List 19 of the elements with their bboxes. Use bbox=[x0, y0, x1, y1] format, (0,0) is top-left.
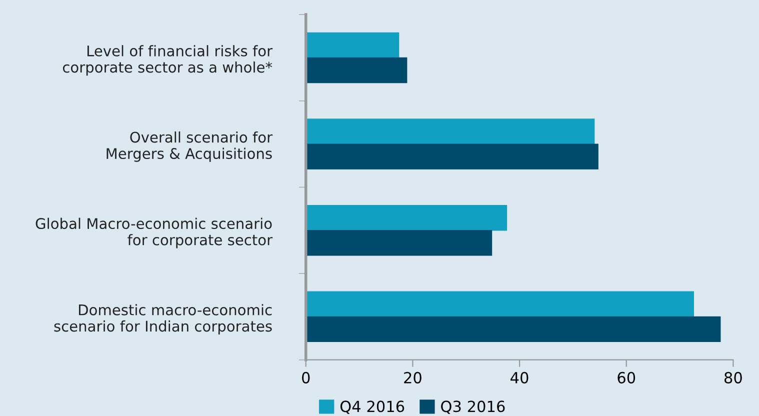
bar bbox=[306, 118, 595, 144]
legend-label: Q3 2016 bbox=[441, 400, 505, 414]
bar bbox=[306, 230, 492, 256]
bar bbox=[306, 32, 400, 58]
bar bbox=[306, 57, 408, 84]
x-tick-label: 20 bbox=[404, 372, 422, 384]
y-tick-label: Global Macro-economic scenario for corporate sector bbox=[36, 218, 273, 248]
bar bbox=[306, 144, 598, 170]
y-tick-label: Domestic macro-economic scenario for Indian corporates bbox=[54, 304, 272, 335]
bar bbox=[306, 204, 508, 231]
bar bbox=[306, 316, 721, 342]
legend-label: Q4 2016 bbox=[340, 400, 404, 414]
bar bbox=[306, 291, 694, 318]
x-tick-label: 40 bbox=[510, 372, 528, 384]
y-tick-label: Overall scenario for Mergers & Acquisitions bbox=[106, 131, 273, 162]
y-tick-label: Level of financial risks for corporate sector as a whole* bbox=[62, 45, 273, 76]
x-tick-label: 60 bbox=[618, 372, 636, 384]
x-tick-label: 0 bbox=[302, 372, 310, 384]
x-tick-label: 80 bbox=[724, 372, 742, 384]
